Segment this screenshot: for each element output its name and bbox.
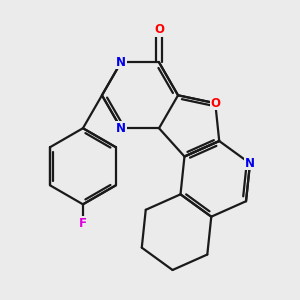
Text: N: N <box>116 56 126 69</box>
Text: F: F <box>79 217 87 230</box>
Text: N: N <box>116 122 126 135</box>
Text: O: O <box>210 97 220 110</box>
Text: O: O <box>154 23 164 37</box>
Text: N: N <box>245 157 255 170</box>
